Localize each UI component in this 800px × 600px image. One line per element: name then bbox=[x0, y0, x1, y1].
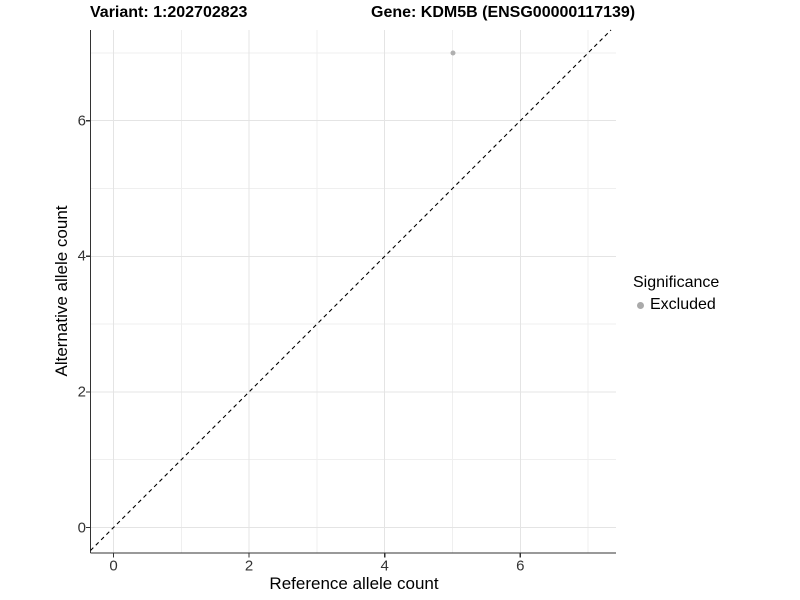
y-tick-label-4: 4 bbox=[77, 247, 86, 265]
plot-title-variant: Variant: 1:202702823 bbox=[90, 4, 248, 21]
legend-item-excluded: Excluded bbox=[633, 295, 719, 315]
legend-title: Significance bbox=[633, 274, 720, 291]
y-tick-label-2: 2 bbox=[77, 383, 86, 401]
y-axis-title: Alternative allele count bbox=[52, 205, 71, 377]
x-tick-label-0: 0 bbox=[109, 557, 118, 574]
grid-major bbox=[90, 30, 616, 553]
y-tick-label-6: 6 bbox=[77, 112, 86, 130]
axis-lines bbox=[89, 30, 616, 554]
data-point bbox=[450, 50, 455, 56]
legend: Significance Excluded bbox=[633, 274, 719, 315]
plot-title-gene: Gene: KDM5B (ENSG00000117139) bbox=[371, 4, 636, 21]
tick-marks bbox=[86, 120, 521, 558]
x-axis-title: Reference allele count bbox=[269, 574, 439, 593]
grid-minor bbox=[90, 30, 616, 553]
x-tick-label-2: 2 bbox=[244, 557, 254, 574]
legend-point-icon bbox=[637, 302, 644, 309]
y-tick-label-0: 0 bbox=[77, 519, 86, 536]
identity-dashed-line bbox=[90, 29, 612, 551]
x-tick-label-4: 4 bbox=[380, 557, 389, 574]
legend-item-label: Excluded bbox=[650, 296, 716, 313]
x-tick-label-6: 6 bbox=[516, 557, 525, 574]
